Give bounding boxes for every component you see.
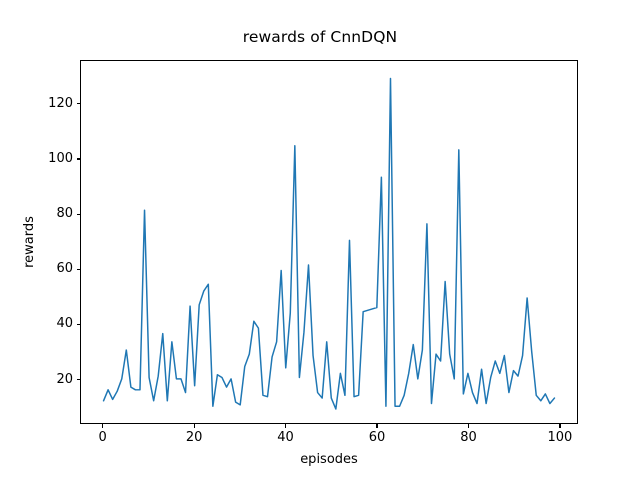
y-tick-label: 100: [48, 151, 73, 166]
chart-title: rewards of CnnDQN: [242, 28, 398, 46]
y-tick-mark: [76, 103, 80, 105]
x-tick-label: 60: [368, 430, 386, 445]
y-tick-mark: [76, 379, 80, 381]
y-tick-label: 60: [56, 261, 73, 277]
x-tick-mark: [376, 424, 378, 428]
y-tick-mark: [76, 268, 80, 270]
x-tick-mark: [102, 424, 104, 428]
y-tick-mark: [76, 323, 80, 326]
x-tick-label: 80: [460, 430, 477, 445]
rewards-line: [102, 77, 556, 410]
x-axis: 0 20 40 60 80 100: [80, 424, 578, 464]
y-tick-mark: [76, 213, 80, 215]
y-tick-label: 40: [56, 316, 73, 332]
y-tick-label: 120: [48, 95, 73, 111]
plot-axes: [80, 60, 578, 424]
y-axis-label: rewards: [22, 216, 37, 268]
line-plot: [102, 77, 556, 410]
x-axis-label: episodes: [300, 452, 358, 467]
x-tick-mark: [193, 424, 195, 428]
x-tick-mark: [284, 424, 287, 428]
x-tick-label: 40: [277, 430, 294, 445]
x-tick-mark: [467, 424, 470, 428]
y-tick-label: 80: [56, 206, 73, 222]
x-tick-label: 20: [185, 430, 203, 445]
y-tick-mark: [76, 158, 80, 160]
y-axis: 20 40 60 80 100 120: [0, 60, 80, 424]
x-tick-mark: [559, 424, 561, 428]
y-tick-label: 20: [56, 371, 73, 387]
x-tick-label: 100: [547, 430, 573, 445]
x-tick-label: 0: [98, 430, 107, 445]
